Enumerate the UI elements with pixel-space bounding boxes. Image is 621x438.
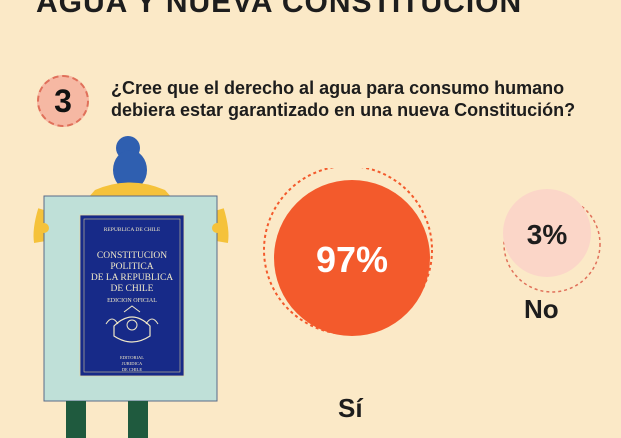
book-publisher-line: EDITORIAL (120, 355, 144, 360)
book-title-line: CONSTITUCION (97, 251, 167, 261)
person-holding-constitution-illustration: REPUBLICA DE CHILE CONSTITUCION POLITICA… (33, 136, 229, 438)
book-title-line: POLITICA (110, 262, 153, 272)
si-pie: 97% (263, 168, 433, 336)
pie-slice-no (503, 189, 591, 277)
category-label-si: Sí (338, 393, 363, 423)
coat-of-arms-icon (105, 305, 159, 343)
question-text: ¿Cree que el derecho al agua para consum… (111, 78, 576, 120)
book-publisher-line: JURIDICA (122, 361, 143, 366)
data-label-si: 97% (316, 239, 388, 280)
pie-slice-si (274, 180, 430, 336)
book-publisher-line: DE CHILE (122, 367, 143, 372)
book-edition-text: EDICION OFICIAL (107, 298, 157, 304)
question-number-badge: 3 (37, 75, 89, 127)
category-label-no: No (524, 294, 559, 324)
no-pie: 3% (503, 189, 601, 293)
book-title-line: DE CHILE (110, 284, 153, 294)
data-label-no: 3% (527, 219, 568, 250)
book-top-text: REPUBLICA DE CHILE (104, 227, 161, 233)
page-title: AGUA Y NUEVA CONSTITUCIÓN (36, 0, 523, 19)
book-title-line: DE LA REPUBLICA (91, 273, 173, 283)
